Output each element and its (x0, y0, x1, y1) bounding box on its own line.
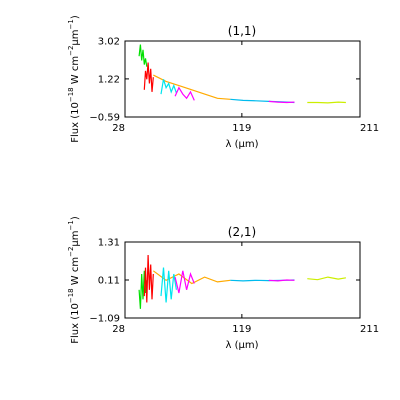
panel-1-1: (1,1) −0.59 1.22 3.02 28 119 211 λ (μm) Flux… (67, 15, 379, 150)
y-tick-label: 1.22 (98, 74, 120, 85)
x-axis-ticks: 28 119 211 (112, 242, 379, 335)
x-axis-unit: (μm) (235, 340, 259, 351)
series-line-2 (153, 74, 231, 100)
y-tick-label: −0.59 (89, 113, 120, 124)
x-axis-label: λ (μm) (225, 340, 258, 351)
y-label-mid1: W cm (70, 257, 81, 288)
series-line-3 (160, 79, 177, 95)
series-line-6 (268, 279, 295, 282)
plot-area (138, 44, 346, 104)
y-tick-label: 0.11 (98, 276, 120, 287)
series-line-6 (268, 100, 295, 104)
plot-frame (124, 241, 361, 319)
y-label-post: ) (70, 216, 81, 220)
y-label-mu: μm (70, 29, 81, 45)
x-axis-unit: (μm) (235, 139, 259, 150)
series-line-0 (138, 270, 148, 309)
y-axis-ticks: −1.09 0.11 1.31 (89, 238, 360, 325)
y-axis-label: Flux (10−18 W cm−2μm−1) (67, 216, 81, 344)
x-tick-label: 211 (360, 324, 379, 335)
x-axis-ticks: 28 119 211 (112, 41, 379, 134)
y-label-exp3: −1 (67, 220, 75, 230)
plot-area (138, 254, 346, 309)
y-label-exp1: −18 (67, 288, 75, 303)
panel-2-1: (2,1) −1.09 0.11 1.31 28 119 211 λ (μm) Flux… (67, 216, 379, 351)
y-label-exp2: −2 (67, 247, 75, 257)
y-label-exp2: −2 (67, 46, 75, 56)
y-label-mu: μm (70, 230, 81, 246)
x-axis-label: λ (μm) (225, 139, 258, 150)
x-tick-label: 28 (112, 123, 125, 134)
series-line-1 (143, 62, 154, 92)
series-line-2 (152, 270, 231, 285)
x-tick-label: 211 (360, 123, 379, 134)
y-axis-ticks: −0.59 1.22 3.02 (89, 37, 360, 124)
panel-title: (1,1) (228, 24, 256, 38)
y-label-exp1: −18 (67, 87, 75, 102)
series-line-3 (160, 267, 177, 303)
y-label-exp3: −1 (67, 19, 75, 29)
y-label-mid1: W cm (70, 56, 81, 87)
y-label-post: ) (70, 15, 81, 19)
panel-title: (2,1) (228, 225, 256, 239)
y-tick-label: 1.31 (98, 238, 120, 249)
x-tick-label: 28 (112, 324, 125, 335)
y-axis-label: Flux (10−18 W cm−2μm−1) (67, 15, 81, 143)
x-tick-label: 119 (232, 324, 251, 335)
y-tick-label: −1.09 (89, 314, 120, 325)
series-line-1 (143, 254, 154, 303)
series-line-4 (174, 270, 195, 294)
y-label-pre: Flux (10 (70, 303, 81, 344)
x-tick-label: 119 (232, 123, 251, 134)
series-line-7 (307, 276, 346, 281)
x-axis-symbol: λ (225, 139, 231, 150)
x-axis-symbol: λ (225, 340, 231, 351)
series-line-4 (174, 86, 195, 101)
series-line-0 (138, 44, 148, 67)
series-line-7 (307, 101, 346, 104)
y-tick-label: 3.02 (98, 37, 120, 48)
y-label-pre: Flux (10 (70, 102, 81, 143)
